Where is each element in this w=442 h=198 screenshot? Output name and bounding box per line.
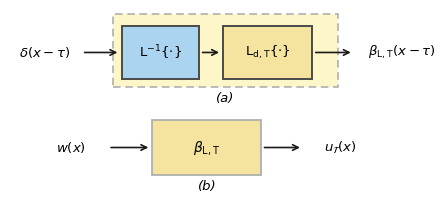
Bar — [152, 120, 261, 175]
Bar — [122, 26, 199, 79]
Text: $\mathrm{L}^{-1}\{\cdot\}$: $\mathrm{L}^{-1}\{\cdot\}$ — [139, 43, 182, 62]
Bar — [223, 26, 312, 79]
Text: (a): (a) — [216, 92, 235, 105]
Text: $\mathrm{L}_{\mathrm{d,T}}\{\cdot\}$: $\mathrm{L}_{\mathrm{d,T}}\{\cdot\}$ — [244, 44, 290, 61]
Text: $u_{\mathcal{T}}(x)$: $u_{\mathcal{T}}(x)$ — [324, 139, 357, 156]
Text: $\beta_{\mathrm{L,T}}$: $\beta_{\mathrm{L,T}}$ — [193, 139, 220, 156]
Text: (b): (b) — [198, 180, 217, 193]
Bar — [113, 14, 338, 87]
Text: $w(x)$: $w(x)$ — [56, 140, 86, 155]
Text: $\beta_{\mathrm{L,T}}(x - \tau)$: $\beta_{\mathrm{L,T}}(x - \tau)$ — [368, 44, 436, 61]
Text: $\delta(x - \tau)$: $\delta(x - \tau)$ — [19, 45, 70, 60]
